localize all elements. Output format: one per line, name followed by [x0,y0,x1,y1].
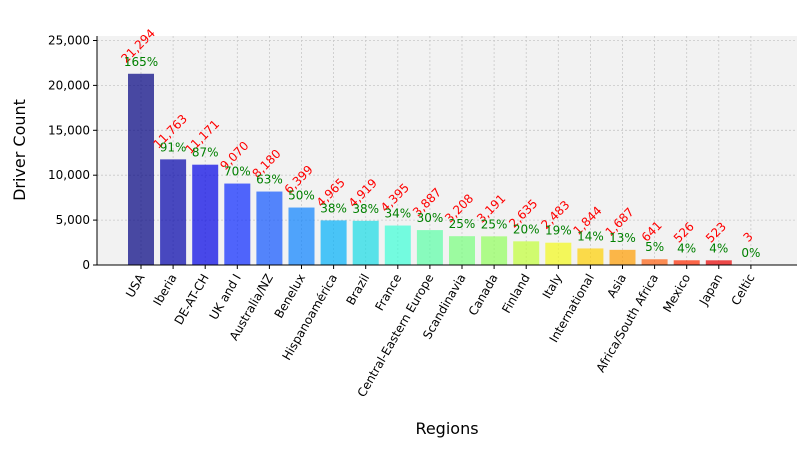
bar [192,164,219,265]
bar [416,230,443,265]
percent-label: 38% [320,201,347,215]
percent-label: 4% [677,241,696,255]
percent-label: 70% [224,165,251,179]
y-tick-label: 15,000 [48,123,90,137]
percent-label: 50% [288,189,315,203]
bar [545,242,572,265]
percent-label: 20% [513,222,540,236]
percent-label: 30% [417,211,444,225]
bar [288,207,315,265]
bar [352,220,379,265]
bar [641,259,668,265]
x-tick-label: Benelux [272,272,308,321]
x-tick-label: Africa/South Africa [593,272,661,375]
x-tick-label: USA [123,271,148,300]
percent-label: 91% [160,140,187,154]
y-axis-title: Driver Count [10,99,29,201]
bar [673,260,700,265]
y-tick-label: 20,000 [48,78,90,92]
bar [705,260,732,265]
bar [128,73,154,265]
percent-label: 38% [352,202,379,216]
bar [384,225,411,265]
x-tick-label: Asia [604,272,629,301]
x-tick-label: Mexico [660,272,693,315]
percent-label: 25% [481,217,508,231]
x-tick-label: Iberia [150,272,179,309]
y-axis-ticks: 0 5,000 10,000 15,000 20,000 25,000 [48,33,97,272]
bar [224,183,251,265]
y-tick-label: 0 [82,258,90,272]
bars [128,73,764,265]
percent-label: 19% [545,224,572,238]
percent-label: 5% [645,240,664,254]
bar [256,191,283,265]
y-tick-label: 5,000 [56,213,90,227]
x-tick-label: Japan [696,272,725,309]
x-tick-label: Celtic [729,272,758,308]
percent-label: 63% [256,173,283,187]
x-tick-label: Brazil [343,272,372,308]
x-axis-title: Regions [415,419,478,438]
bar [449,236,475,265]
percent-label: 0% [741,246,760,260]
bar [320,220,347,265]
percent-label: 165% [124,55,158,69]
percent-labels: 165% 91% 87% 70% 63% 50% 38% 38% 34% 30% 25% 25% 20%… [124,55,761,260]
percent-label: 14% [577,229,604,243]
percent-label: 4% [709,241,728,255]
bar [577,248,604,265]
x-tick-label: Italy [540,272,565,302]
bar [513,241,540,265]
bar [481,236,508,265]
x-tick-label: France [372,272,404,314]
bar [160,159,187,265]
y-tick-label: 25,000 [48,33,90,47]
bar [609,249,636,265]
x-tick-label: Canada [466,271,501,318]
percent-label: 13% [609,231,636,245]
y-tick-label: 10,000 [48,168,90,182]
x-tick-label: Finland [499,272,533,316]
percent-label: 34% [384,207,411,221]
percent-label: 25% [449,217,476,231]
percent-label: 87% [192,146,219,160]
